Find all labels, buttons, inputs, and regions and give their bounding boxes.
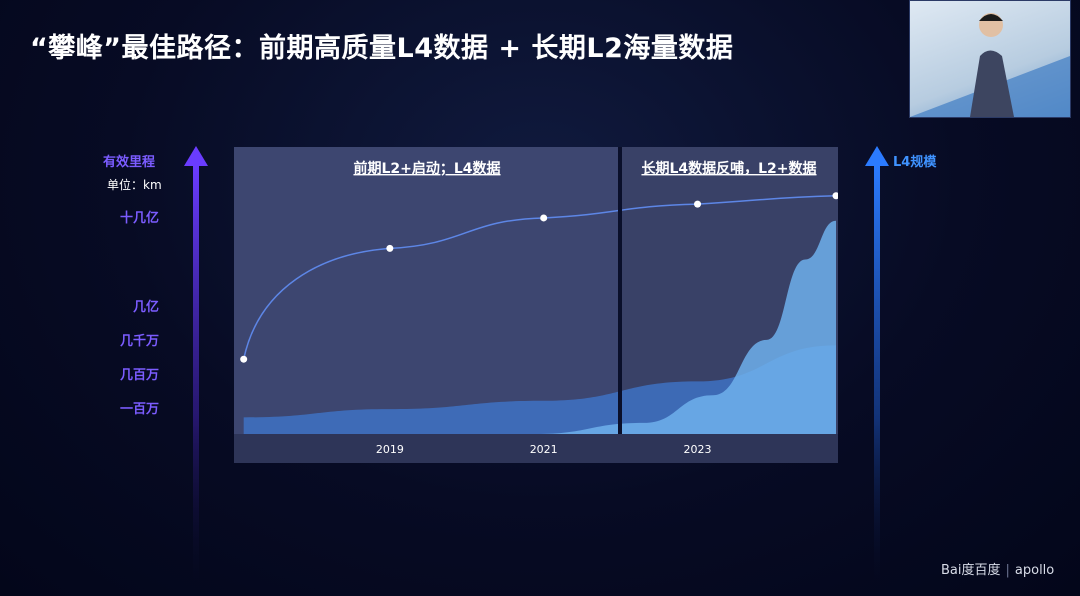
baidu-logo-text: Bai度百度 [941, 563, 1001, 578]
slide-title: “攀峰”最佳路径：前期高质量L4数据 + 长期L2海量数据 [30, 33, 734, 64]
level-label-1: 十几亿 [120, 211, 160, 226]
speaker-video-thumbnail [909, 0, 1071, 118]
left-axis-arrow [184, 146, 208, 586]
data-point-1 [240, 355, 248, 363]
x-tick-2021: 2021 [530, 443, 558, 456]
speaker-figure [910, 13, 1070, 117]
apollo-logo-text: apollo [1014, 563, 1055, 578]
level-label-4: 几百万 [120, 368, 160, 383]
mileage-line [242, 195, 837, 360]
phase-label-early: 前期L2+启动；L4数据 [353, 160, 500, 177]
right-axis-arrow [865, 146, 889, 586]
x-axis-band [234, 434, 838, 463]
left-axis-title: 有效里程 [103, 155, 156, 170]
level-label-2: 几亿 [133, 300, 160, 315]
data-point-5 [832, 192, 838, 200]
area-series-2 [536, 220, 836, 434]
right-axis-title: L4规模 [893, 155, 937, 170]
growth-chart: 前期L2+启动；L4数据 长期L4数据反哺，L2+数据 2019 2021 2023 [234, 147, 838, 463]
left-axis-unit: 单位：km [107, 178, 162, 192]
phase-label-late: 长期L4数据反哺，L2+数据 [641, 160, 816, 177]
brand-logo: Bai度百度 | apollo [941, 563, 1055, 578]
level-label-3: 几千万 [120, 334, 160, 349]
x-tick-2023: 2023 [684, 443, 712, 456]
level-label-5: 一百万 [120, 402, 160, 417]
phase-divider [618, 147, 622, 434]
data-point-4 [694, 200, 702, 208]
data-point-3 [540, 214, 548, 222]
x-tick-2019: 2019 [376, 443, 404, 456]
data-point-2 [386, 244, 394, 252]
phase-panel-early [234, 147, 620, 434]
